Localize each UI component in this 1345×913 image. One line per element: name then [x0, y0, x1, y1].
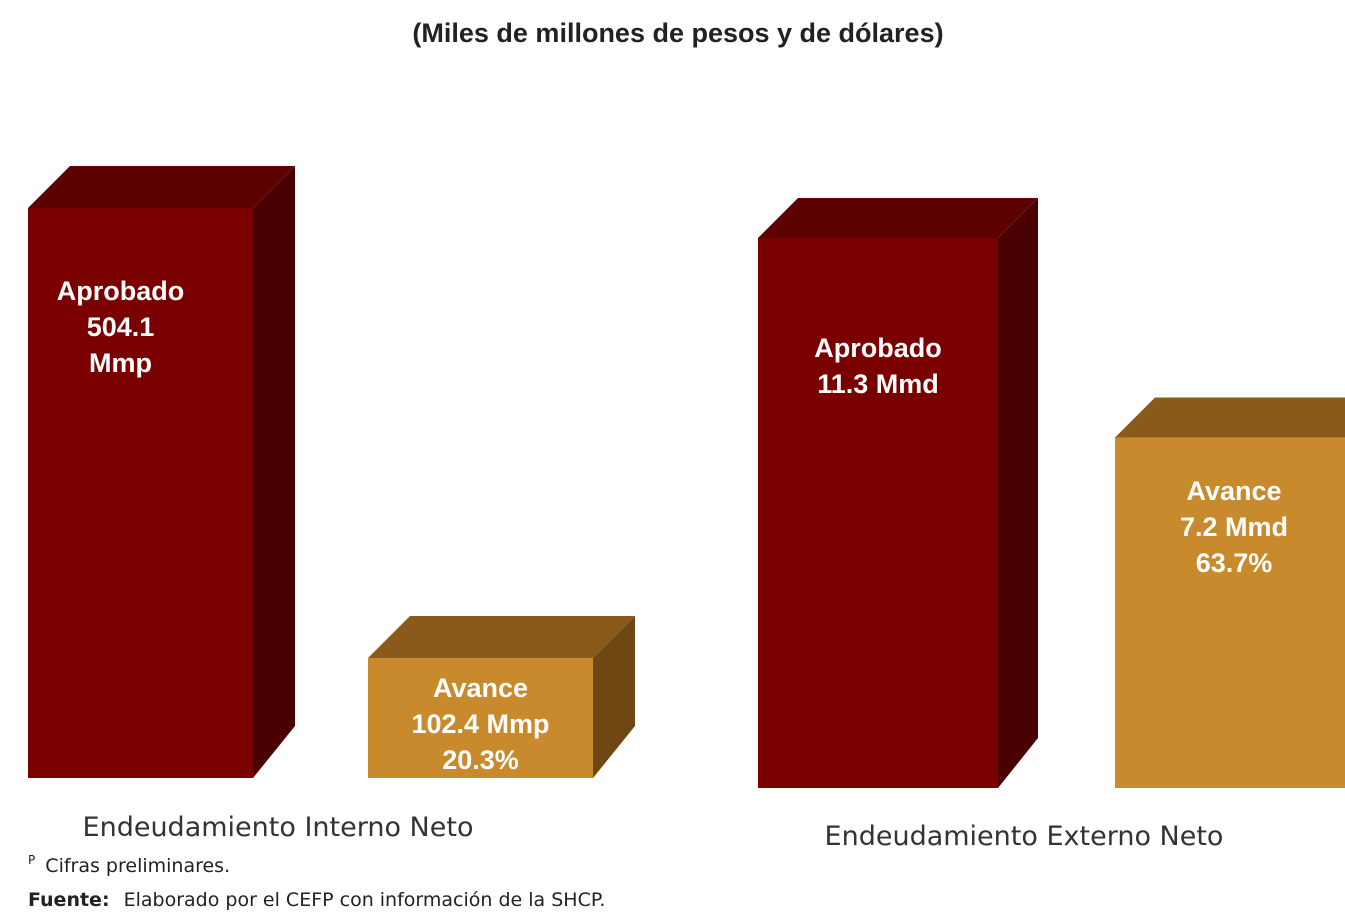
bar-label-line: 11.3 Mmd [817, 369, 939, 399]
bar-externo-aprobado [758, 198, 1038, 788]
bar-front-face [758, 238, 998, 788]
bar-label-line: 7.2 Mmd [1180, 512, 1288, 542]
bar-front-face [368, 658, 593, 778]
preliminary-text: Cifras preliminares. [45, 855, 230, 877]
labels-layer: Aprobado 504.1 Mmp Avance 102.4 Mmp 20.3% Apro… [57, 276, 1288, 775]
bar-side-face [593, 616, 635, 778]
bar-front-face [28, 208, 253, 778]
chart-subtitle: (Miles de millones de pesos y de dólares… [412, 18, 943, 48]
bar-top-face [28, 166, 295, 208]
bar-label-line: 63.7% [1196, 548, 1273, 578]
bar-top-face [368, 616, 635, 658]
bar-interno-aprobado [28, 166, 295, 778]
bar-top-face [1115, 397, 1345, 438]
category-label-interno: Endeudamiento Interno Neto [83, 812, 474, 843]
bar-side-face [998, 198, 1038, 788]
bar-label-line: 20.3% [442, 745, 519, 775]
bar-label-line: Avance [1186, 476, 1281, 506]
bars-layer [28, 166, 1345, 788]
bar-side-face [253, 166, 295, 778]
category-label-externo: Endeudamiento Externo Neto [825, 821, 1224, 852]
bar-front-face [1115, 437, 1345, 788]
bar-label-line: Aprobado [57, 276, 185, 306]
source-label: Fuente: [28, 889, 110, 911]
source-text: Elaborado por el CEFP con información de… [124, 889, 606, 911]
preliminary-marker: P [28, 853, 35, 867]
bar-label-line: 102.4 Mmp [411, 709, 549, 739]
bar-label-line: Aprobado [814, 333, 942, 363]
bar-interno-avance [368, 616, 635, 778]
preliminary-note: P Cifras preliminares. [28, 847, 230, 877]
bar-label-line: Avance [433, 673, 528, 703]
bar-externo-avance [1115, 397, 1345, 788]
bar-label-line: 504.1 [87, 312, 155, 342]
source-note: Fuente: Elaborado por el CEFP con inform… [28, 889, 605, 911]
bar-top-face [758, 198, 1038, 238]
bar-label-line: Mmp [89, 348, 152, 378]
